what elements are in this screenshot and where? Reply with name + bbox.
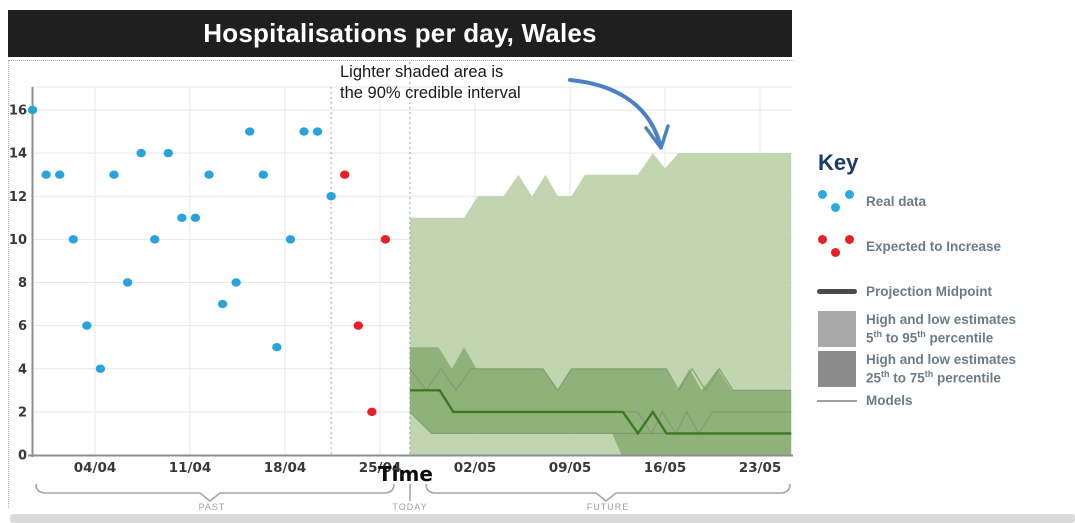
- real-data-point: [150, 235, 160, 244]
- key-item-band-5-95: High and low estimates 5th to 95th perce…: [808, 311, 1073, 347]
- timeline-past-label: PAST: [198, 502, 226, 512]
- key-item-models: Models: [808, 393, 1073, 408]
- real-data-point: [217, 299, 228, 309]
- real-data-point: [245, 127, 255, 136]
- key-item-expected-to-increase: Expected to Increase: [808, 233, 1073, 259]
- key-title: Key: [818, 150, 859, 175]
- key-item-label-line2: 25th to 75th percentile: [866, 369, 1001, 386]
- expected-to-increase-point: [353, 321, 363, 330]
- models-line-icon: [808, 399, 866, 402]
- real-data-point: [312, 127, 323, 136]
- real-data-point: [136, 148, 146, 158]
- annotation-line-1: Lighter shaded area is: [340, 63, 504, 81]
- past-bracket: [35, 483, 395, 503]
- key-item-label: Real data: [866, 193, 927, 209]
- dark-band-swatch-icon: [808, 351, 866, 387]
- tick-labels: 04/04 11/04 18/04 25/04 02/05 09/05 16/05 23/05…: [9, 104, 781, 477]
- annotation-arrow: [568, 78, 662, 146]
- key-item-label: Models: [866, 393, 913, 408]
- real-data-dots-icon: [808, 188, 866, 214]
- key-item-label-line1: High and low estimates: [866, 352, 1017, 368]
- real-data-point: [95, 364, 106, 373]
- bottom-divider-bar: [10, 514, 1075, 523]
- future-bracket: [425, 483, 791, 503]
- real-data-point: [109, 170, 119, 179]
- real-data-point: [272, 342, 282, 352]
- key-item-projection-midpoint: Projection Midpoint: [808, 284, 1073, 299]
- real-data-point: [258, 170, 268, 179]
- real-data-point: [299, 127, 309, 136]
- y-tick-label: 10: [9, 233, 27, 248]
- x-tick-label: 25/04: [359, 460, 402, 476]
- timeline-future-label: FUTURE: [586, 502, 630, 512]
- annotation-callout: Lighter shaded area is the 90% credible …: [340, 62, 521, 104]
- x-tick-label: 04/04: [74, 460, 117, 476]
- key-item-real-data: Real data: [808, 188, 1073, 214]
- real-data-point: [204, 170, 214, 179]
- key-panel: Key Real data Expected to Increase: [808, 0, 1073, 523]
- expected-dots-icon: [808, 233, 866, 259]
- y-tick-label: 6: [18, 319, 27, 334]
- x-tick-label: 16/05: [644, 460, 687, 476]
- midpoint-line: [409, 389, 792, 436]
- real-data-point: [326, 192, 336, 201]
- y-tick-label: 2: [18, 405, 27, 420]
- key-item-label-line1: High and low estimates: [866, 312, 1017, 328]
- real-data-point: [68, 235, 78, 244]
- real-data-point: [55, 170, 65, 179]
- x-tick-label: 09/05: [549, 460, 592, 476]
- y-tick-label: 12: [9, 190, 27, 205]
- x-axis-title: Time: [378, 462, 433, 486]
- real-data-point: [82, 321, 92, 330]
- projection-midpoint-line: [409, 389, 792, 436]
- data-points: [27, 105, 391, 417]
- annotation-arrowhead-icon: [644, 124, 670, 150]
- y-tick-label: 8: [18, 276, 27, 291]
- x-tick-label: 18/04: [264, 460, 307, 476]
- real-data-point: [190, 213, 201, 223]
- key-item-label: Projection Midpoint: [866, 284, 992, 299]
- real-data-point: [41, 170, 51, 179]
- light-band-swatch-icon: [808, 311, 866, 347]
- x-tick-label: 23/05: [739, 460, 782, 476]
- plot-dotted-border: [8, 60, 794, 508]
- x-tick-label: 02/05: [454, 460, 497, 476]
- real-data-point: [122, 278, 133, 287]
- chart-title: Hospitalisations per day, Wales: [203, 18, 597, 48]
- y-tick-label: 16: [9, 104, 27, 119]
- real-data-point: [285, 235, 296, 244]
- y-tick-label: 4: [18, 362, 27, 377]
- y-tick-label: 14: [9, 147, 27, 162]
- key-item-label: Expected to Increase: [866, 238, 1002, 254]
- expected-to-increase-point: [340, 170, 350, 179]
- expected-to-increase-point: [380, 235, 391, 244]
- real-data-point: [177, 213, 187, 223]
- real-data-point: [27, 105, 38, 115]
- annotation-line-2: the 90% credible interval: [340, 84, 521, 102]
- x-tick-label: 11/04: [169, 460, 212, 476]
- reference-lines: [330, 62, 411, 455]
- y-tick-label: 0: [18, 449, 27, 464]
- model-line: [409, 367, 792, 392]
- projection-bands: [409, 153, 792, 455]
- real-data-point: [231, 278, 241, 287]
- axes: [28, 87, 793, 457]
- expected-to-increase-point: [367, 407, 377, 417]
- key-item-label-line2: 5th to 95th percentile: [866, 329, 994, 346]
- real-data-point: [163, 148, 173, 158]
- key-item-band-25-75: High and low estimates 25th to 75th perc…: [808, 351, 1073, 387]
- midpoint-line-icon: [808, 289, 866, 294]
- chart-title-bar: Hospitalisations per day, Wales: [8, 10, 792, 57]
- timeline-today-label: TODAY: [392, 502, 428, 512]
